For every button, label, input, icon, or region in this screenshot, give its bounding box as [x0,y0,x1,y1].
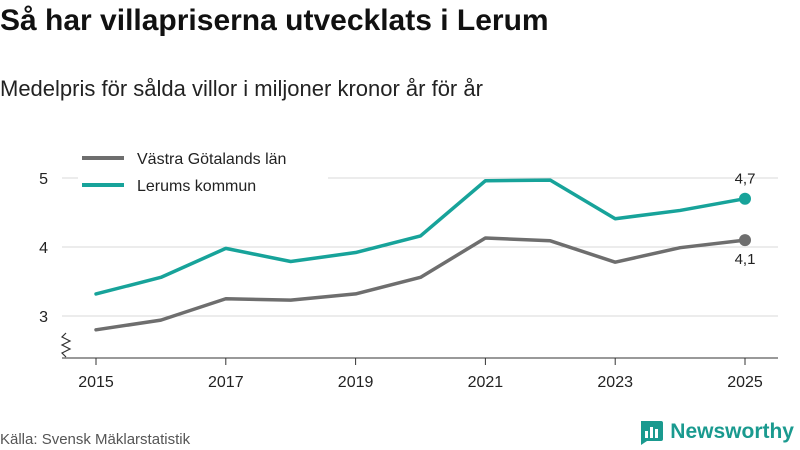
series-line-1 [94,178,747,296]
x-axis: 2015 2017 2019 2021 2023 2025 [60,332,778,391]
bar-chart-logo-icon [641,421,664,445]
series-line-0 [94,236,747,332]
end-value-label: 4,1 [735,251,756,268]
x-tick-label: 2015 [78,374,114,391]
y-tick-label: 5 [39,171,48,188]
axis-break-icon [60,332,72,358]
x-tick-label: 2023 [597,374,633,391]
x-tick-label: 2025 [727,374,763,391]
source-note: Källa: Svensk Mäklarstatistik [0,431,191,448]
end-value-label: 4,7 [735,171,756,188]
series-end-point-0 [739,234,751,247]
x-tick-label: 2021 [468,374,504,391]
chart-subtitle: Medelpris för sålda villor i miljoner kr… [0,76,483,101]
series-end-point-1 [739,192,751,205]
brand-name: Newsworthy [670,420,794,443]
x-tick-label: 2017 [208,374,244,391]
chart-title: Så har villapriserna utvecklats i Lerum [0,4,549,37]
legend-label: Västra Götalands län [137,151,286,168]
legend-label: Lerums kommun [137,178,256,195]
x-tick-label: 2019 [338,374,374,391]
y-tick-label: 4 [39,240,48,257]
legend-background [78,145,328,197]
legend: Västra Götalands län Lerums kommun [78,145,328,197]
y-tick-label: 3 [39,309,48,326]
series-lines: 4,1 4,7 [94,171,756,332]
newsworthy-logo[interactable]: Newsworthy [638,419,794,445]
